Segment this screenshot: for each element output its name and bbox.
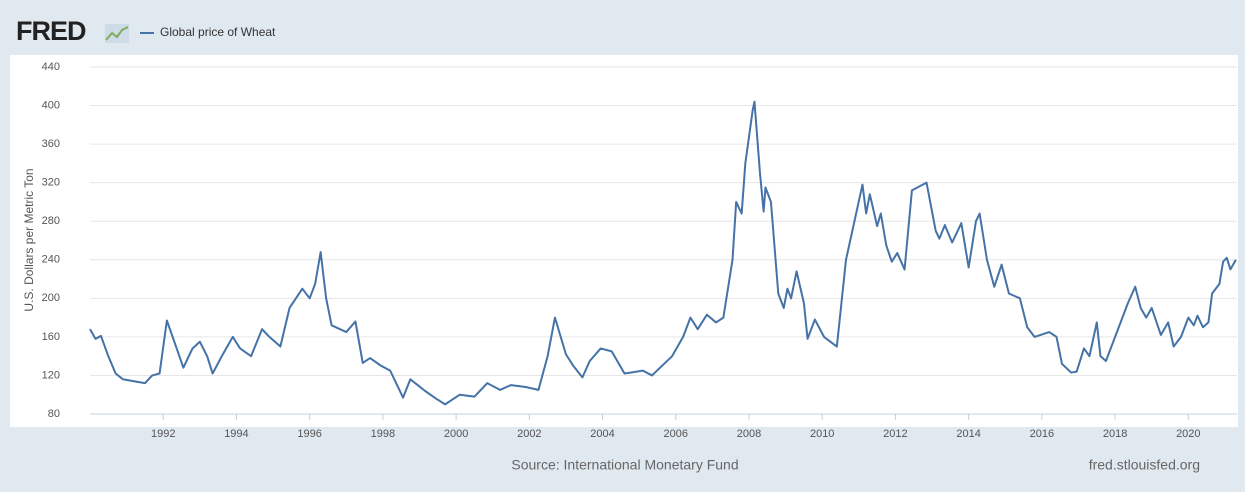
x-tick-label: 2006 xyxy=(664,428,688,440)
y-tick-label: 80 xyxy=(48,408,60,420)
brand-logo: FRED xyxy=(16,16,86,46)
plot-background xyxy=(10,55,1238,427)
y-tick-label: 200 xyxy=(42,292,60,304)
legend-label: Global price of Wheat xyxy=(160,25,276,39)
y-tick-label: 440 xyxy=(42,61,60,73)
y-tick-label: 120 xyxy=(42,369,60,381)
x-tick-label: 2002 xyxy=(517,428,541,440)
x-tick-label: 2000 xyxy=(444,428,468,440)
y-tick-label: 160 xyxy=(42,331,60,343)
y-tick-label: 360 xyxy=(42,138,60,150)
y-tick-label: 400 xyxy=(42,99,60,111)
x-tick-label: 2020 xyxy=(1176,428,1200,440)
x-tick-label: 1992 xyxy=(151,428,175,440)
x-tick-label: 2018 xyxy=(1103,428,1127,440)
brand-icon xyxy=(105,24,129,43)
x-tick-label: 1996 xyxy=(297,428,321,440)
y-tick-label: 240 xyxy=(42,254,60,266)
x-tick-label: 1994 xyxy=(224,428,248,440)
x-tick-label: 2016 xyxy=(1030,428,1054,440)
x-tick-label: 2010 xyxy=(810,428,834,440)
site-url: fred.stlouisfed.org xyxy=(1089,457,1200,473)
source: Source: International Monetary Fund xyxy=(511,457,738,473)
x-tick-label: 1998 xyxy=(371,428,395,440)
y-tick-label: 280 xyxy=(42,215,60,227)
x-tick-label: 2008 xyxy=(737,428,761,440)
y-tick-label: 320 xyxy=(42,177,60,189)
x-tick-label: 2014 xyxy=(956,428,980,440)
x-tick-label: 2012 xyxy=(883,428,907,440)
y-axis-label: U.S. Dollars per Metric Ton xyxy=(22,168,36,311)
data-line xyxy=(89,100,1237,406)
x-tick-label: 2004 xyxy=(590,428,614,440)
